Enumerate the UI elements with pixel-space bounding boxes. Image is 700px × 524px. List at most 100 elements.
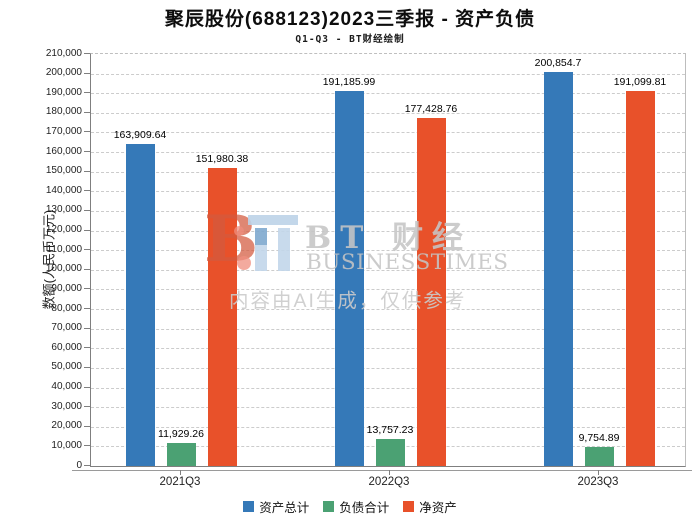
legend-swatch-icon bbox=[403, 501, 415, 512]
x-tick-label: 2021Q3 bbox=[159, 476, 201, 488]
bar-资产总计-2022Q3 bbox=[334, 90, 364, 466]
y-tick-label: 180,000 bbox=[45, 106, 82, 118]
x-tick-label: 2022Q3 bbox=[368, 476, 410, 488]
y-tick-label: 210,000 bbox=[45, 47, 82, 59]
y-tick-mark bbox=[84, 347, 90, 349]
y-tick-mark bbox=[84, 406, 90, 408]
bar-负债合计-2021Q3 bbox=[166, 442, 196, 466]
y-tick-mark bbox=[84, 327, 90, 329]
gridline bbox=[91, 152, 685, 154]
y-tick-label: 90,000 bbox=[51, 282, 82, 294]
gridline bbox=[91, 112, 685, 114]
y-tick-mark bbox=[84, 288, 90, 290]
y-tick-label: 100,000 bbox=[45, 263, 82, 275]
x-tick-mark bbox=[389, 470, 390, 475]
y-tick-mark bbox=[84, 92, 90, 94]
y-tick-label: 10,000 bbox=[51, 439, 82, 451]
legend: 资产总计 负债合计 净资产 bbox=[0, 497, 700, 516]
gridline bbox=[91, 367, 685, 369]
bar-value-label: 177,428.76 bbox=[404, 102, 458, 115]
y-tick-mark bbox=[84, 445, 90, 447]
y-tick-label: 150,000 bbox=[45, 165, 82, 177]
bar-value-label: 163,909.64 bbox=[113, 129, 167, 142]
bar-净资产-2023Q3 bbox=[625, 91, 655, 466]
y-tick-mark bbox=[84, 111, 90, 113]
gridline bbox=[91, 348, 685, 350]
y-tick-mark bbox=[84, 366, 90, 368]
legend-swatch-icon bbox=[243, 501, 255, 512]
y-tick-label: 110,000 bbox=[46, 243, 82, 255]
chart-subtitle: Q1-Q3 - BT财经绘制 bbox=[295, 34, 405, 45]
legend-item-净资产: 净资产 bbox=[403, 497, 457, 516]
x-axis-line bbox=[72, 470, 692, 471]
gridline bbox=[91, 93, 685, 95]
x-tick-mark bbox=[598, 470, 599, 475]
gridline bbox=[91, 269, 685, 271]
watermark: B BT 财经 BUSINESSTIMES 内容由AI生成，仅供参考 bbox=[91, 54, 685, 466]
y-tick-label: 70,000 bbox=[51, 322, 82, 334]
y-tick-mark bbox=[84, 209, 90, 211]
bar-净资产-2022Q3 bbox=[416, 117, 446, 466]
y-tick-mark bbox=[84, 249, 90, 251]
y-tick-label: 200,000 bbox=[45, 67, 82, 79]
y-tick-label: 140,000 bbox=[45, 184, 82, 196]
y-tick-mark bbox=[84, 308, 90, 310]
y-tick-mark bbox=[84, 170, 90, 172]
y-tick-mark bbox=[84, 53, 90, 54]
bt-logo-dot-icon bbox=[237, 256, 251, 270]
y-tick-label: 130,000 bbox=[45, 204, 82, 216]
gridline bbox=[91, 210, 685, 212]
bar-value-label: 151,980.38 bbox=[195, 152, 249, 165]
legend-swatch-icon bbox=[323, 501, 335, 512]
bar-负债合计-2022Q3 bbox=[375, 439, 405, 466]
x-tick-mark bbox=[180, 470, 181, 475]
gridline bbox=[91, 132, 685, 134]
gridline bbox=[91, 230, 685, 232]
y-tick-label: 20,000 bbox=[51, 420, 82, 432]
bar-value-label: 11,929.26 bbox=[158, 427, 204, 440]
y-tick-label: 60,000 bbox=[51, 341, 82, 353]
gridline bbox=[91, 387, 685, 389]
y-tick-mark bbox=[84, 131, 90, 133]
legend-label: 资产总计 bbox=[259, 501, 310, 515]
gridline bbox=[91, 328, 685, 330]
y-tick-mark bbox=[84, 465, 90, 466]
bar-value-label: 13,757.23 bbox=[366, 424, 414, 436]
y-tick-label: 170,000 bbox=[45, 125, 82, 137]
legend-item-资产总计: 资产总计 bbox=[243, 497, 309, 516]
y-tick-mark bbox=[84, 151, 90, 153]
y-tick-mark bbox=[84, 425, 90, 427]
y-tick-mark bbox=[84, 386, 90, 388]
gridline bbox=[91, 289, 685, 291]
gridline bbox=[91, 426, 685, 428]
legend-label: 净资产 bbox=[419, 501, 457, 515]
bt-logo-pi-icon bbox=[248, 215, 298, 273]
y-tick-mark bbox=[84, 72, 90, 74]
x-tick-label: 2023Q3 bbox=[577, 476, 619, 488]
y-tick-label: 30,000 bbox=[51, 400, 82, 412]
y-tick-mark bbox=[84, 268, 90, 270]
gridline bbox=[91, 250, 685, 252]
y-tick-label: 50,000 bbox=[51, 361, 82, 373]
bar-value-label: 200,854.7 bbox=[534, 56, 582, 69]
gridline bbox=[91, 407, 685, 409]
legend-label: 负债合计 bbox=[339, 501, 390, 515]
y-tick-label: 120,000 bbox=[45, 224, 82, 236]
bar-负债合计-2023Q3 bbox=[584, 446, 614, 466]
legend-item-负债合计: 负债合计 bbox=[323, 497, 389, 516]
gridline bbox=[91, 191, 685, 193]
bar-value-label: 191,185.99 bbox=[322, 75, 376, 88]
gridline bbox=[91, 73, 685, 75]
y-tick-label: 160,000 bbox=[45, 145, 82, 157]
y-tick-label: 40,000 bbox=[51, 381, 82, 393]
bar-净资产-2021Q3 bbox=[207, 167, 237, 466]
y-tick-label: 190,000 bbox=[45, 86, 82, 98]
y-tick-label: 0 bbox=[76, 459, 82, 471]
gridline bbox=[91, 171, 685, 173]
bar-资产总计-2021Q3 bbox=[125, 144, 155, 466]
y-tick-label: 80,000 bbox=[51, 302, 82, 314]
gridline bbox=[91, 309, 685, 311]
chart-title: 聚辰股份(688123)2023三季报 - 资产负债 bbox=[164, 9, 536, 30]
bar-value-label: 191,099.81 bbox=[613, 76, 667, 89]
